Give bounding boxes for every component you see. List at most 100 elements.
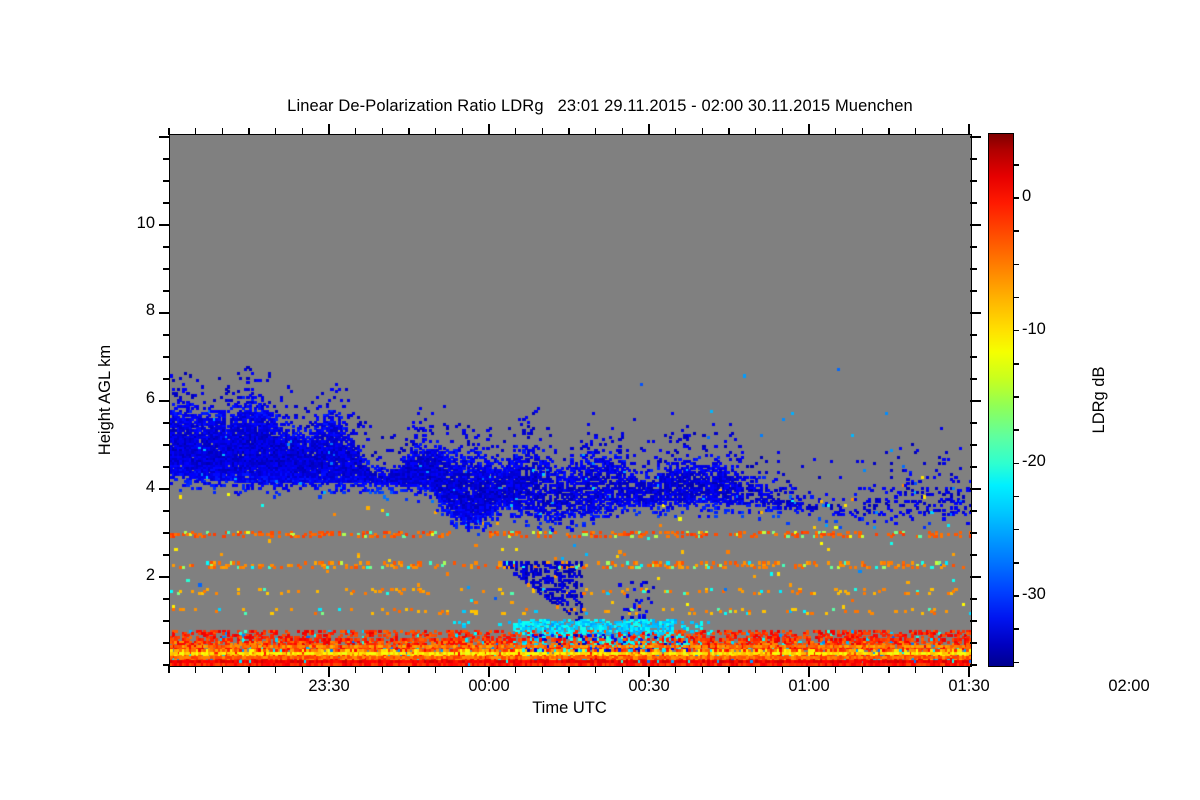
x-axis-top-tick (434, 128, 437, 135)
y-axis-minor-tick (163, 444, 170, 446)
colorbar-tick (1013, 363, 1019, 365)
y-axis-major-tick (159, 576, 170, 578)
y-axis-minor-tick (163, 334, 170, 336)
y-axis-right-tick (970, 158, 977, 160)
colorbar (988, 133, 1014, 667)
colorbar-tick (1013, 562, 1019, 564)
x-axis-major-tick (808, 666, 810, 677)
x-axis-minor-tick (381, 666, 384, 673)
x-axis-minor-tick (941, 666, 944, 673)
y-axis-minor-tick (163, 158, 170, 160)
x-axis-top-tick (754, 128, 757, 135)
x-axis-minor-tick (754, 666, 757, 673)
x-axis-minor-tick (514, 666, 517, 673)
y-axis-right-tick (970, 400, 981, 402)
y-axis-right-tick (970, 510, 977, 512)
colorbar-tick (1013, 595, 1019, 597)
y-axis-minor-tick (163, 202, 170, 204)
x-axis-major-tick (968, 666, 970, 677)
y-axis-tick-label: 8 (145, 301, 155, 319)
x-axis-tick-label: 00:00 (468, 677, 510, 695)
y-axis-right-tick (970, 334, 977, 336)
x-axis-tick-label: 01:00 (788, 677, 830, 695)
y-axis-minor-tick (163, 422, 170, 424)
y-axis-right-tick (970, 642, 977, 644)
y-axis-major-tick (159, 312, 170, 314)
y-axis-right-tick (970, 444, 977, 446)
y-axis-tick-label: 10 (136, 214, 155, 232)
x-axis-top-tick (488, 124, 490, 135)
y-axis-minor-tick (163, 532, 170, 534)
colorbar-tick (1013, 164, 1019, 166)
y-axis-minor-tick (163, 180, 170, 182)
x-axis-tick-label: 01:30 (948, 677, 990, 695)
x-axis-top-tick (648, 124, 650, 135)
x-axis-minor-tick (248, 666, 250, 673)
x-axis-minor-tick (781, 666, 784, 673)
y-axis-right-tick (970, 554, 977, 556)
y-axis-right-tick (970, 268, 977, 270)
x-axis-top-tick (461, 128, 464, 135)
y-axis-right-tick (970, 576, 981, 578)
colorbar-tick-label: -20 (1022, 452, 1046, 470)
x-axis-minor-tick (168, 666, 170, 673)
y-axis-major-tick (159, 488, 170, 490)
x-axis-major-tick (648, 666, 650, 677)
x-axis-minor-tick (194, 666, 197, 673)
x-axis-top-tick (834, 128, 837, 135)
y-axis-major-tick (159, 400, 170, 402)
colorbar-tick (1013, 197, 1019, 199)
x-axis-top-tick (621, 128, 624, 135)
y-axis-minor-tick (163, 268, 170, 270)
y-axis-right-tick (970, 224, 981, 226)
x-axis-top-tick (941, 128, 944, 135)
y-axis-right-tick (970, 620, 977, 622)
y-axis-tick-label: 6 (145, 389, 155, 407)
y-axis-right-tick (970, 136, 981, 138)
x-axis-minor-tick (594, 666, 597, 673)
x-axis-top-tick (968, 124, 970, 135)
y-axis-right-tick (970, 202, 977, 204)
x-axis-top-tick (888, 128, 890, 135)
x-axis-minor-tick (914, 666, 917, 673)
y-axis-minor-tick (163, 642, 170, 644)
x-axis-top-tick (248, 128, 250, 135)
y-axis-right-tick (970, 598, 977, 600)
x-axis-top-tick (861, 128, 864, 135)
x-axis-minor-tick (834, 666, 837, 673)
x-axis-minor-tick (221, 666, 224, 673)
x-axis-top-tick (408, 128, 410, 135)
y-axis-minor-tick (163, 378, 170, 380)
y-axis-minor-tick (163, 510, 170, 512)
y-axis-label: Height AGL km (96, 344, 114, 456)
y-axis-tick-label: 2 (145, 566, 155, 584)
y-axis-minor-tick (163, 290, 170, 292)
y-axis-right-tick (970, 664, 977, 666)
y-axis-right-tick (970, 312, 981, 314)
colorbar-tick (1013, 528, 1019, 531)
x-axis-top-tick (328, 124, 330, 135)
x-axis-minor-tick (728, 666, 730, 673)
y-axis-minor-tick (163, 246, 170, 248)
x-axis-top-tick (914, 128, 917, 135)
x-axis-minor-tick (674, 666, 677, 673)
y-axis-right-tick (970, 180, 977, 182)
x-axis-top-tick (221, 128, 224, 135)
y-axis-right-tick (970, 466, 977, 468)
y-axis-major-tick (159, 224, 170, 226)
x-axis-tick-label: 23:30 (308, 677, 350, 695)
x-axis-top-tick (808, 124, 810, 135)
colorbar-tick (1013, 396, 1019, 398)
y-axis-right-tick (970, 246, 977, 248)
x-axis-top-tick (381, 128, 384, 135)
y-axis-right-tick (970, 488, 981, 490)
colorbar-gradient (989, 134, 1013, 666)
colorbar-tick (1013, 661, 1019, 664)
colorbar-tick (1013, 628, 1019, 630)
x-axis-minor-tick (461, 666, 464, 673)
page-title: Linear De-Polarization Ratio LDRg 23:01 … (287, 97, 913, 115)
colorbar-tick-label: 0 (1022, 187, 1032, 205)
x-axis-minor-tick (568, 666, 570, 673)
x-axis-tick-label: 00:30 (628, 677, 670, 695)
